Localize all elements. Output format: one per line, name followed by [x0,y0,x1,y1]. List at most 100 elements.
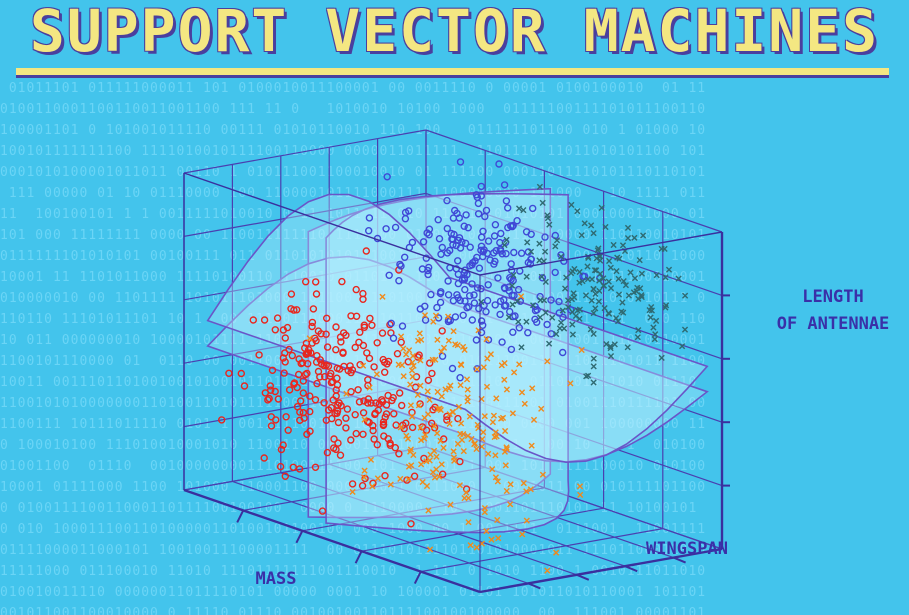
grid-line [183,319,427,364]
data-point [542,248,549,255]
data-point [276,462,285,471]
data-point [438,461,445,468]
data-point [409,359,416,366]
data-point [499,414,507,421]
data-point [472,336,481,344]
data-point [485,450,492,457]
data-point [559,307,566,314]
data-point [313,379,321,388]
data-point [306,392,314,400]
data-point [408,462,415,469]
data-point [507,260,515,268]
data-point [279,441,287,449]
data-point [473,544,480,551]
data-point [280,369,288,377]
data-point [434,406,441,413]
data-point [427,451,434,458]
data-point [388,396,396,405]
data-point [301,370,310,379]
data-point [261,389,269,397]
data-point [433,453,440,460]
data-point [395,361,402,368]
data-point [366,384,373,391]
data-point [382,410,391,418]
data-point [526,260,535,268]
data-point [493,433,500,440]
data-point [578,232,585,239]
data-point [597,257,604,264]
data-point [277,445,286,454]
data-point [490,232,499,240]
data-point [509,328,517,336]
data-point [495,160,503,168]
data-point [408,367,416,374]
data-point [448,364,457,373]
axis-tick [576,573,590,581]
data-point [351,411,359,419]
data-point [559,348,567,357]
data-point [483,336,490,343]
data-point [334,418,343,427]
data-point [624,235,632,242]
data-point [323,448,332,457]
data-point [297,397,305,405]
data-point [332,323,340,331]
x-axis-label: MASS [255,569,297,589]
data-point [268,366,277,374]
data-point [528,442,535,449]
data-point [607,264,614,271]
data-point [434,314,443,322]
data-point [631,234,638,241]
data-point [260,454,268,462]
z-axis-label: LENGTH OF ANTENNAE [760,284,906,338]
data-point [491,301,499,309]
data-point [271,326,279,334]
data-point [436,405,443,412]
data-point [366,314,374,323]
data-point [675,275,682,282]
data-point [467,542,474,549]
data-point [539,199,546,206]
data-point [370,435,378,443]
data-point [489,466,496,473]
data-point [343,390,350,397]
data-point [520,207,527,214]
data-point [445,313,452,320]
axis-tick [624,565,638,573]
data-point [311,463,320,471]
data-point [497,247,505,255]
data-point [466,292,474,300]
title-underline [16,68,889,78]
data-point [398,333,405,340]
data-point [323,343,332,351]
data-point [653,272,660,279]
data-point [281,472,289,480]
data-point [517,249,526,257]
data-point [461,297,469,305]
data-point [397,338,405,346]
data-point [299,377,307,385]
chart-frame [183,172,730,594]
data-point [572,312,579,320]
data-point [356,328,364,336]
data-point [516,361,523,368]
data-point [302,278,310,286]
data-point [592,290,599,297]
data-point [543,320,551,329]
data-point [501,284,509,293]
data-point [337,338,345,346]
data-point [301,344,309,352]
data-point [329,396,337,404]
data-point [477,192,485,200]
grid-line [232,480,529,584]
data-point [380,432,388,440]
data-point [492,246,500,255]
data-point [365,214,374,222]
data-point [423,229,431,237]
data-point [569,321,576,328]
data-point [518,344,525,351]
data-point [605,310,612,317]
data-point [382,225,390,233]
data-point [519,531,526,538]
data-point [415,351,423,359]
